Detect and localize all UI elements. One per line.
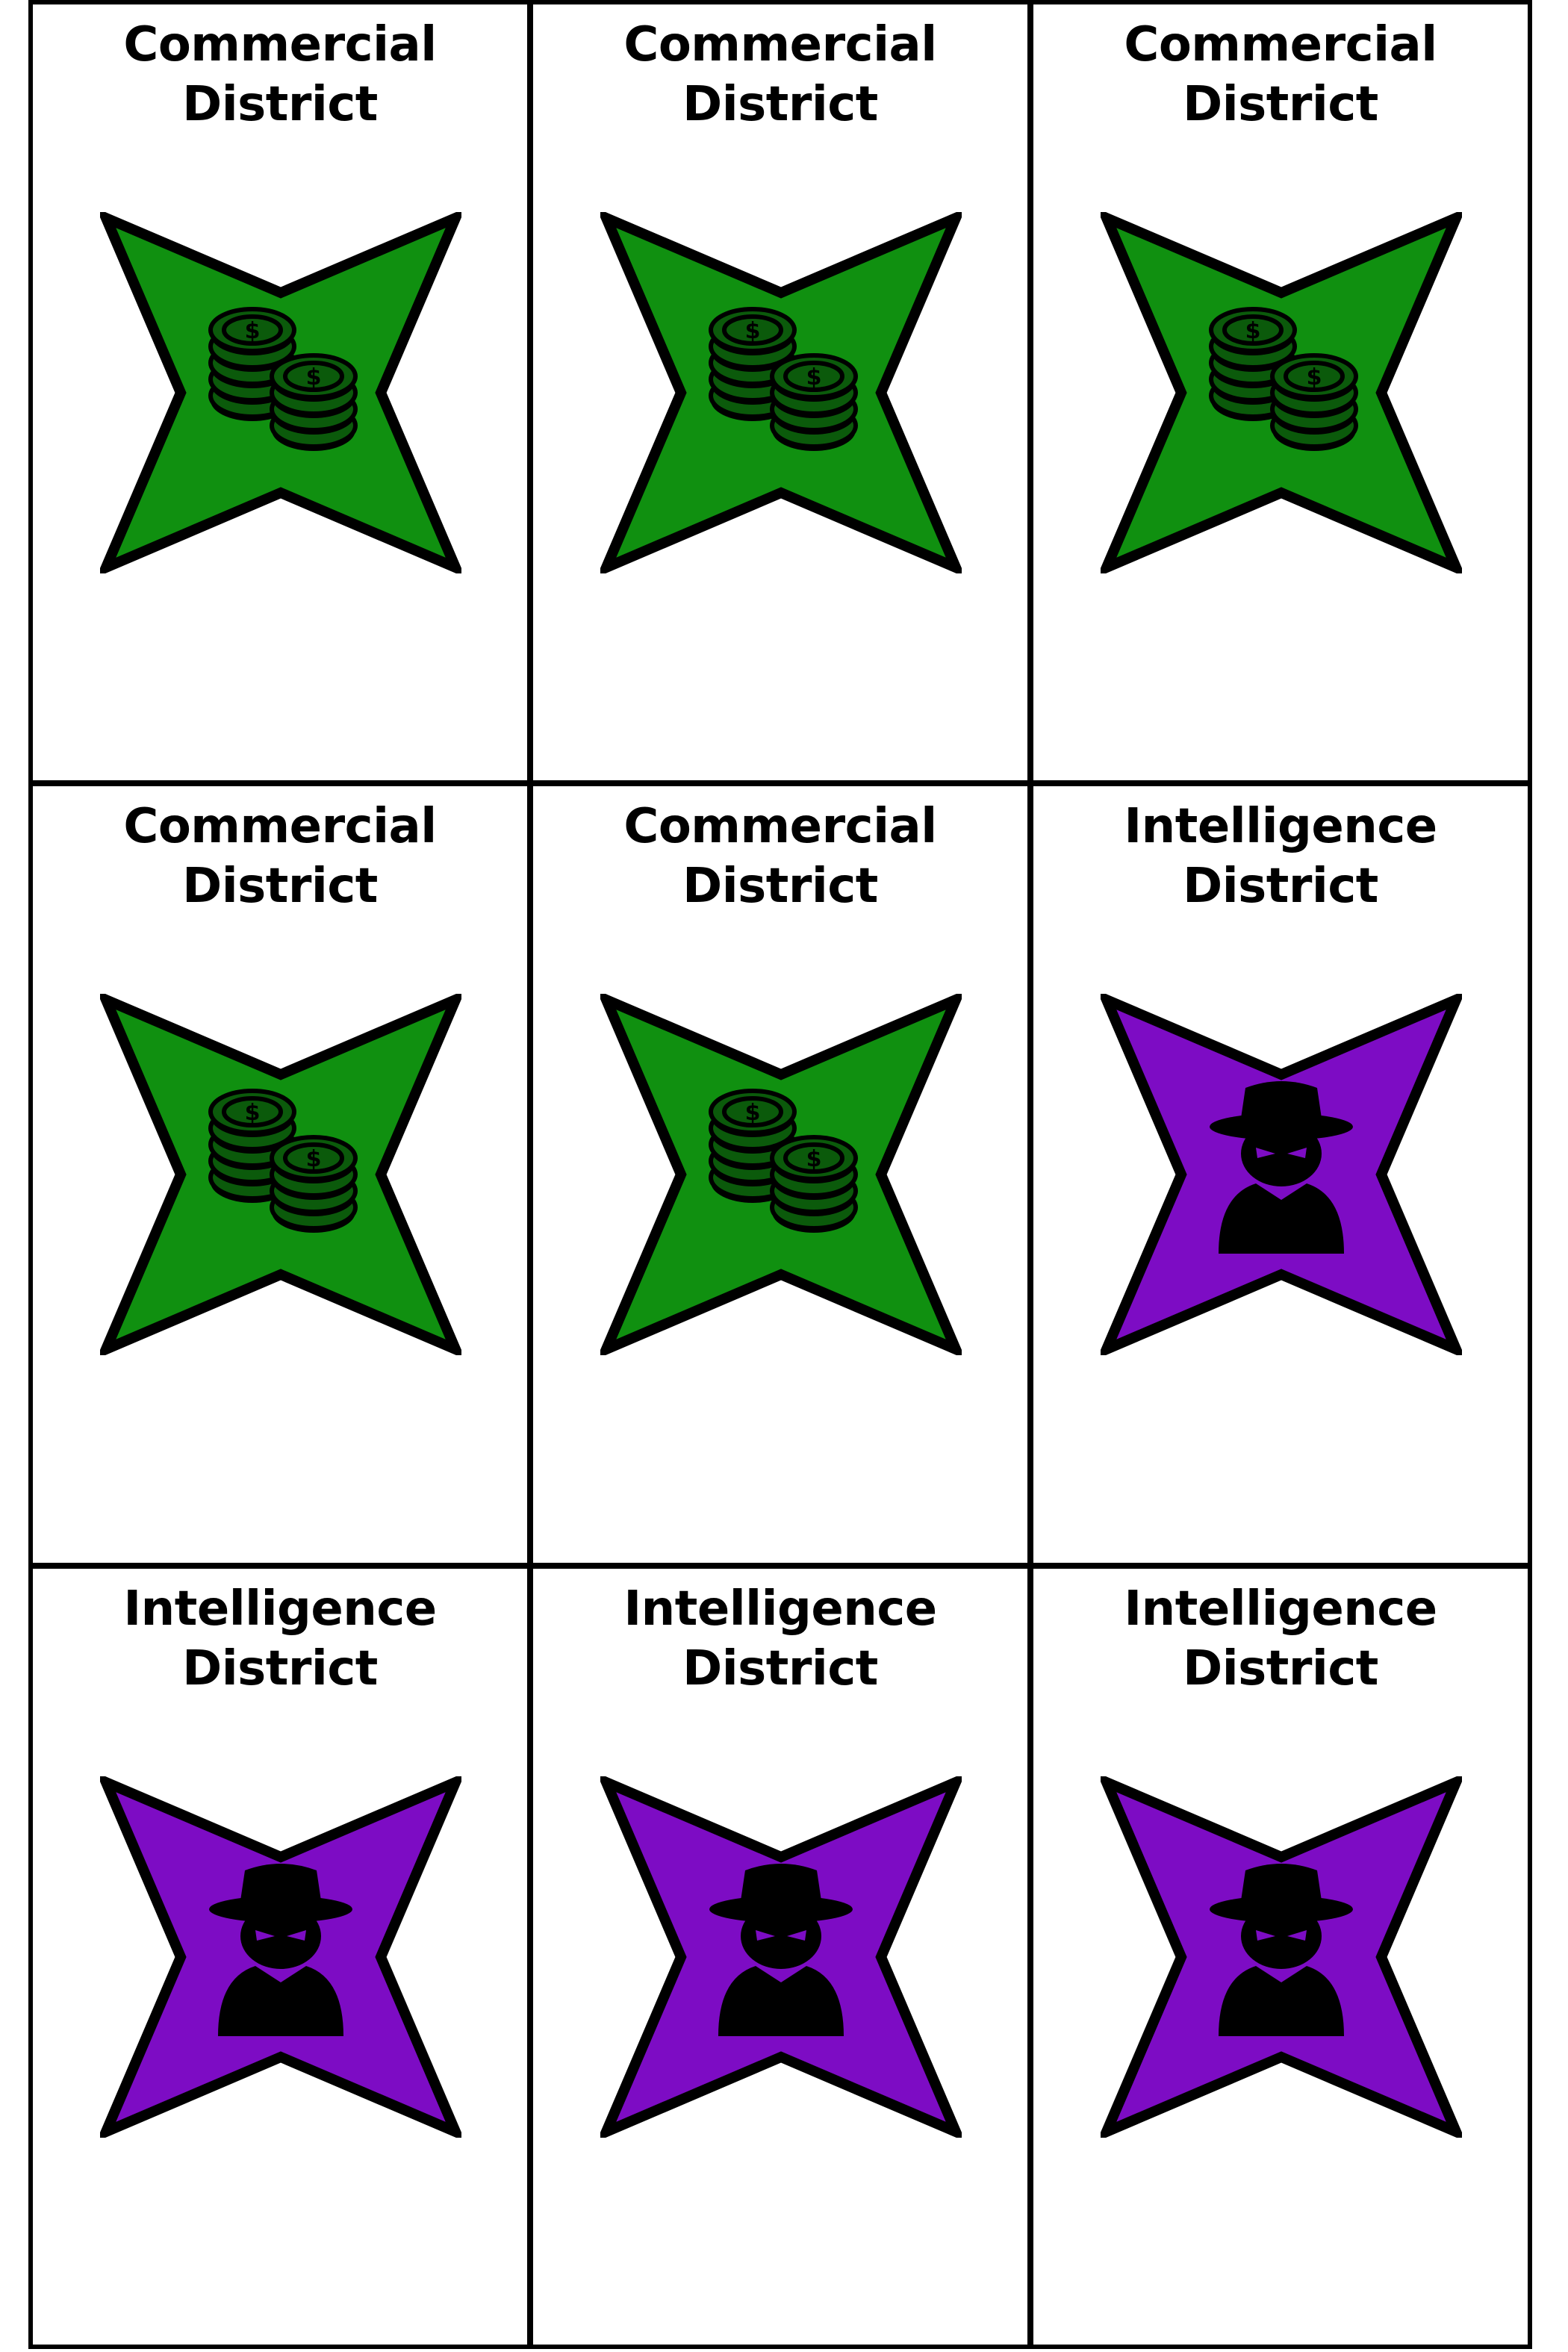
district-emblem [1101,1776,1462,2138]
card-art [1101,1776,1462,2138]
card-sheet: Commercial District $ $ Commercial Distri… [28,0,1532,2349]
svg-text:$: $ [1307,364,1322,391]
card-art [100,1776,461,2138]
district-card[interactable]: Commercial District $ $ [1033,4,1528,781]
district-card[interactable]: Commercial District $ $ [33,4,527,781]
district-card[interactable]: Intelligence District [533,1568,1027,2345]
card-art [600,1776,962,2138]
card-art: $ $ [100,994,461,1356]
card-title: Commercial District [623,17,937,132]
svg-text:$: $ [745,1100,761,1126]
district-card[interactable]: Commercial District $ $ [33,786,527,1563]
card-title: Commercial District [123,799,437,915]
card-art [1101,994,1462,1356]
card-art: $ $ [600,994,962,1356]
svg-text:$: $ [245,1100,261,1126]
coins-icon: $$ [709,307,858,451]
district-card[interactable]: Intelligence District [1033,786,1528,1563]
district-card[interactable]: Intelligence District [33,1568,527,2345]
svg-text:$: $ [245,318,261,344]
card-title: Commercial District [123,17,437,132]
card-art: $ $ [100,212,461,573]
card-title: Commercial District [623,799,937,915]
card-art: $ $ [600,212,962,573]
card-title: Intelligence District [123,1581,437,1696]
coins-icon: $$ [1209,307,1358,451]
district-emblem: $$ [100,212,461,573]
district-emblem [600,1776,962,2138]
card-title: Commercial District [1124,17,1437,132]
district-card[interactable]: Commercial District $ $ [533,786,1027,1563]
district-emblem: $$ [100,994,461,1356]
district-emblem [1101,994,1462,1356]
spy-icon [1210,1081,1353,1254]
coins-icon: $$ [709,1089,858,1233]
district-emblem [100,1776,461,2138]
svg-text:$: $ [306,1146,322,1172]
spy-icon [709,1863,853,2036]
card-title: Intelligence District [1124,1581,1437,1696]
coins-icon: $$ [208,1089,358,1233]
card-art: $ $ [1101,212,1462,573]
svg-text:$: $ [806,1146,822,1172]
district-card[interactable]: Commercial District $ $ [533,4,1027,781]
svg-text:$: $ [1245,318,1261,344]
district-card[interactable]: Intelligence District [1033,1568,1528,2345]
spy-icon [209,1863,352,2036]
district-emblem: $$ [600,994,962,1356]
card-title: Intelligence District [623,1581,937,1696]
district-emblem: $$ [600,212,962,573]
svg-text:$: $ [806,364,822,391]
spy-icon [1210,1863,1353,2036]
svg-text:$: $ [745,318,761,344]
card-title: Intelligence District [1124,799,1437,915]
coins-icon: $$ [208,307,358,451]
district-emblem: $$ [1101,212,1462,573]
svg-text:$: $ [306,364,322,391]
